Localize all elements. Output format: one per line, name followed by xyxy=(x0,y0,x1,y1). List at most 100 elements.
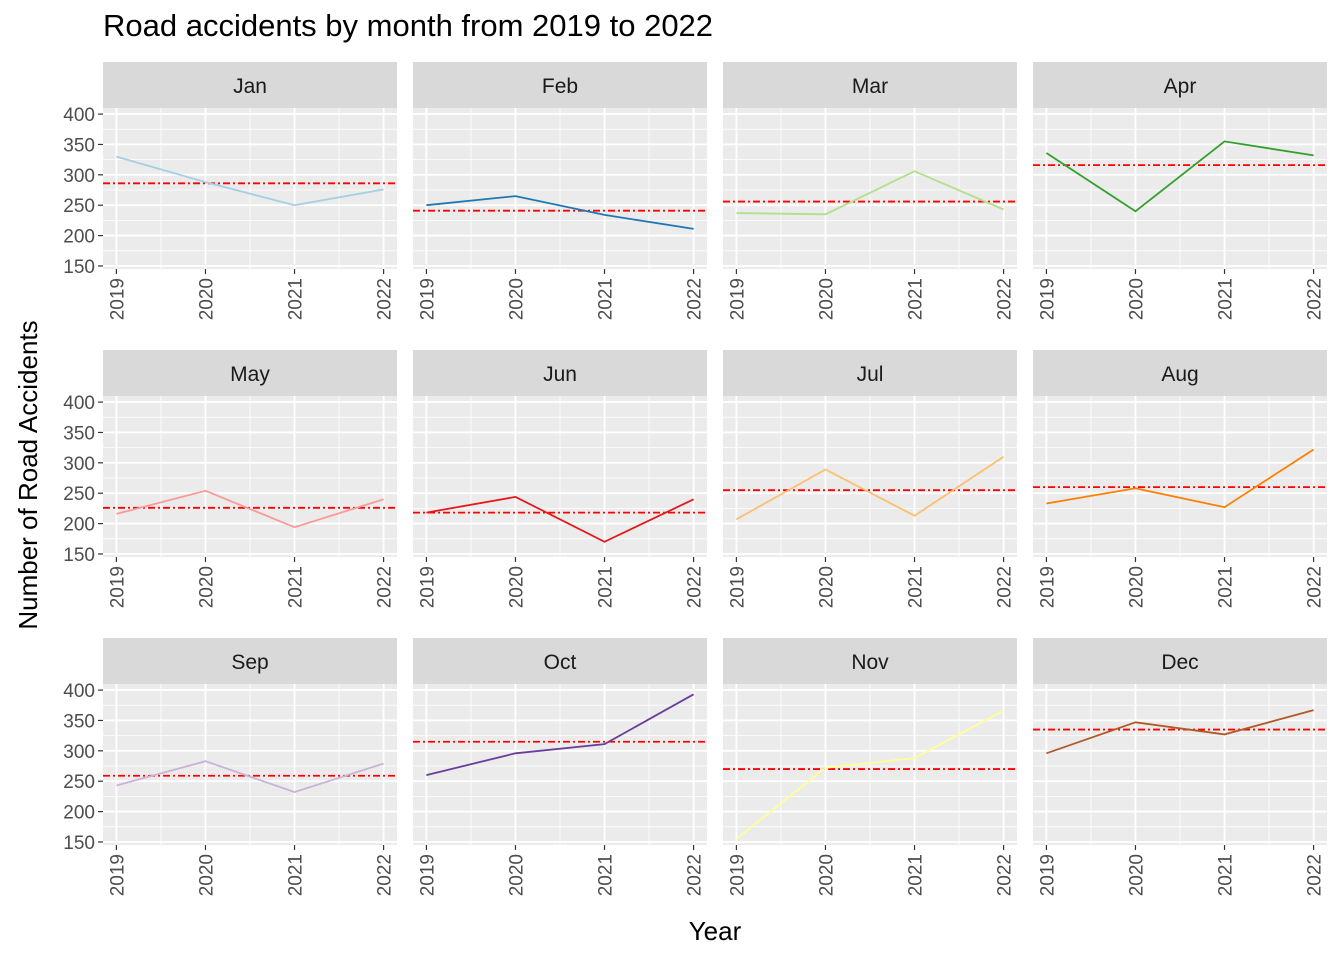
facet-dec: Dec 2019 2020 2021 2022 xyxy=(1033,638,1327,896)
x-tick-label: 2019 xyxy=(107,278,128,320)
x-axis-title: Year xyxy=(689,916,742,946)
facet-strip-label: Jun xyxy=(543,363,577,386)
facet-apr: Apr 2019 2020 2021 2022 xyxy=(1033,62,1327,320)
facet-strip-label: Sep xyxy=(231,651,268,674)
series-line-dec xyxy=(1046,709,1314,755)
y-tick-label: 300 xyxy=(63,166,95,187)
chart-title: Road accidents by month from 2019 to 202… xyxy=(103,8,714,43)
x-tick-label: 2019 xyxy=(1037,854,1058,896)
facet-strip-label: Oct xyxy=(544,651,577,674)
x-tick-label: 2022 xyxy=(375,854,396,896)
x-tick-label: 2021 xyxy=(906,566,927,608)
x-tick-label: 2019 xyxy=(1037,566,1058,608)
y-tick-label: 250 xyxy=(63,484,95,505)
x-tick-label: 2022 xyxy=(685,278,706,320)
facet-jul: Jul 2019 2020 2021 2022 xyxy=(723,350,1017,608)
x-tick-label: 2020 xyxy=(506,566,527,608)
x-tick-label: 2021 xyxy=(596,566,617,608)
y-tick-label: 300 xyxy=(63,742,95,763)
facet-may: May 2019 2020 2021 2022 150 200 250 300 350 400 xyxy=(63,350,397,608)
x-tick-label: 2022 xyxy=(1305,566,1326,608)
facet-feb: Feb 2019 2020 2021 2022 xyxy=(413,62,707,320)
x-tick-label: 2020 xyxy=(196,566,217,608)
x-tick-label: 2019 xyxy=(727,278,748,320)
x-tick-label: 2022 xyxy=(1305,854,1326,896)
y-tick-label: 350 xyxy=(63,135,95,156)
facet-strip xyxy=(1033,638,1327,684)
facet-strip-label: Apr xyxy=(1164,75,1197,98)
facet-strip xyxy=(723,638,1017,684)
x-tick-label: 2020 xyxy=(816,566,837,608)
x-tick-label: 2019 xyxy=(107,566,128,608)
facet-strip xyxy=(413,62,707,108)
x-tick-label: 2019 xyxy=(1037,278,1058,320)
facets-layer: Jan 2019 2020 2021 2022 150 200 250 300 350 400 Feb… xyxy=(63,62,1327,896)
facet-strip xyxy=(103,62,397,108)
x-tick-label: 2020 xyxy=(816,278,837,320)
x-tick-label: 2021 xyxy=(596,854,617,896)
facet-strip-label: Nov xyxy=(851,651,889,674)
facet-strip-label: Dec xyxy=(1161,651,1198,674)
x-tick-label: 2020 xyxy=(506,854,527,896)
facet-strip-label: Jan xyxy=(233,75,267,98)
facet-strip-label: Feb xyxy=(542,75,578,98)
facet-strip xyxy=(103,638,397,684)
x-tick-label: 2020 xyxy=(196,854,217,896)
x-tick-label: 2019 xyxy=(107,854,128,896)
x-tick-label: 2022 xyxy=(375,566,396,608)
x-tick-label: 2022 xyxy=(1305,278,1326,320)
facet-strip-label: May xyxy=(230,363,270,386)
x-tick-label: 2020 xyxy=(1126,278,1147,320)
y-axis-title: Number of Road Accidents xyxy=(13,320,43,629)
y-tick-label: 400 xyxy=(63,105,95,126)
x-tick-label: 2020 xyxy=(1126,854,1147,896)
facet-oct: Oct 2019 2020 2021 2022 xyxy=(413,638,707,896)
facet-aug: Aug 2019 2020 2021 2022 xyxy=(1033,350,1327,608)
y-tick-label: 200 xyxy=(63,803,95,824)
x-tick-label: 2020 xyxy=(816,854,837,896)
x-tick-label: 2021 xyxy=(286,566,307,608)
facet-strip-label: Aug xyxy=(1161,363,1198,386)
y-tick-label: 150 xyxy=(63,833,95,854)
y-tick-label: 350 xyxy=(63,711,95,732)
series-line-oct xyxy=(426,693,695,776)
series-line-feb xyxy=(426,195,694,230)
x-tick-label: 2021 xyxy=(1216,854,1237,896)
series-line-nov xyxy=(735,709,1005,840)
x-tick-label: 2021 xyxy=(1216,566,1237,608)
facet-strip xyxy=(1033,350,1327,396)
series-line-sep xyxy=(116,760,384,794)
x-tick-label: 2021 xyxy=(906,854,927,896)
facet-strip xyxy=(723,62,1017,108)
x-tick-label: 2021 xyxy=(596,278,617,320)
y-tick-label: 400 xyxy=(63,393,95,414)
x-tick-label: 2019 xyxy=(417,854,438,896)
x-tick-label: 2021 xyxy=(1216,278,1237,320)
y-tick-label: 200 xyxy=(63,515,95,536)
x-tick-label: 2022 xyxy=(995,566,1016,608)
facet-strip-label: Mar xyxy=(852,75,888,98)
facet-strip xyxy=(103,350,397,396)
facet-strip-label: Jul xyxy=(857,363,884,386)
x-tick-label: 2021 xyxy=(286,854,307,896)
x-tick-label: 2021 xyxy=(906,278,927,320)
facet-jun: Jun 2019 2020 2021 2022 xyxy=(413,350,707,608)
x-tick-label: 2019 xyxy=(417,566,438,608)
y-tick-label: 200 xyxy=(63,227,95,248)
x-tick-label: 2020 xyxy=(196,278,217,320)
x-tick-label: 2022 xyxy=(685,566,706,608)
y-tick-label: 350 xyxy=(63,423,95,444)
x-tick-label: 2022 xyxy=(995,278,1016,320)
y-tick-label: 150 xyxy=(63,257,95,278)
y-tick-label: 150 xyxy=(63,545,95,566)
y-tick-label: 300 xyxy=(63,454,95,475)
x-tick-label: 2019 xyxy=(727,566,748,608)
facet-strip xyxy=(413,350,707,396)
y-tick-label: 250 xyxy=(63,772,95,793)
x-tick-label: 2022 xyxy=(375,278,396,320)
x-tick-label: 2021 xyxy=(286,278,307,320)
series-line-apr xyxy=(1045,140,1314,213)
series-line-jan xyxy=(116,155,384,207)
y-tick-label: 400 xyxy=(63,681,95,702)
